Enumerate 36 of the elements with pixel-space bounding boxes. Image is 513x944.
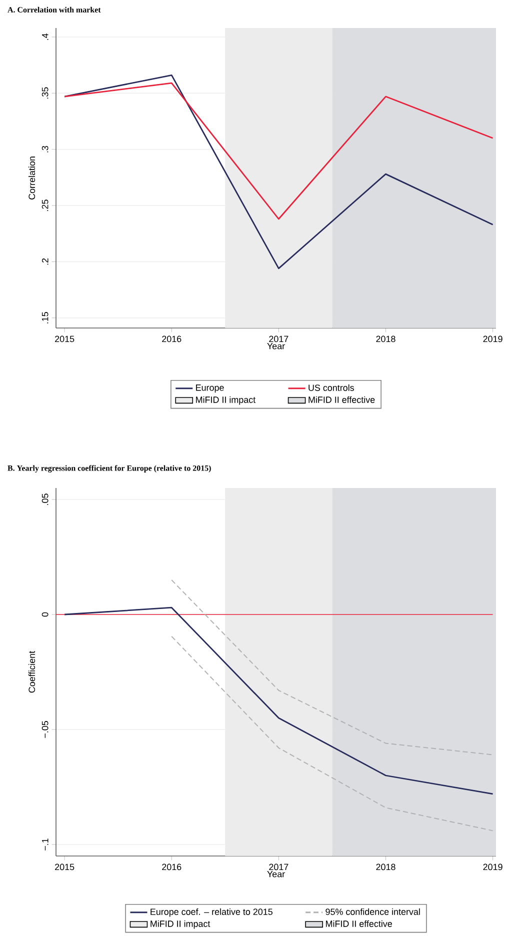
legend-label: US controls [308,384,354,391]
legend-label: 95% confidence interval [326,908,420,915]
y-tick-label: −.05 [42,721,48,738]
line-series [64,606,494,795]
y-tick-label: .2 [42,258,48,265]
x-tick-label: 2017 [269,864,288,870]
line-series [171,636,494,832]
x-axis-title: Year [267,342,285,350]
y-tick-label: −.1 [42,838,48,850]
x-tick-label: 2015 [55,864,74,870]
legend-label: MiFID II effective [308,396,375,403]
x-tick-label: 2019 [483,864,502,870]
y-tick-label: .25 [42,200,48,211]
line-series [64,82,494,220]
y-tick-label: .35 [42,87,48,99]
x-axis-title: Year [267,870,285,878]
line-series [171,579,494,756]
y-tick-label: 0 [42,612,48,617]
y-axis-title: Coefficient [28,650,36,693]
y-tick-label: .15 [42,312,48,324]
y-axis-title: Correlation [28,156,36,200]
y-tick-label: .05 [42,494,48,505]
x-tick-label: 2017 [269,336,288,342]
x-tick-label: 2019 [483,336,502,342]
x-tick-label: 2015 [55,336,74,342]
legend-label: Europe [196,384,224,393]
y-tick-label: .4 [42,34,48,40]
y-tick-label: .3 [42,146,48,152]
legend-label: MiFID II impact [196,396,256,405]
legend-label: MiFID II effective [326,920,392,927]
legend-label: MiFID II impact [150,920,210,929]
x-tick-label: 2018 [376,864,396,870]
x-tick-label: 2016 [162,336,182,342]
x-tick-label: 2016 [162,864,182,870]
legend-label: Europe coef. – relative to 2015 [150,908,272,917]
x-tick-label: 2018 [376,336,396,342]
